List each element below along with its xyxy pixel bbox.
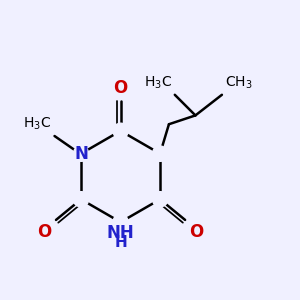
Text: H$_3$C: H$_3$C	[23, 115, 52, 132]
Circle shape	[74, 192, 89, 207]
Circle shape	[74, 146, 89, 161]
Text: H$_3$C: H$_3$C	[144, 75, 172, 91]
Text: O: O	[37, 223, 52, 241]
Text: N: N	[74, 145, 88, 163]
Text: O: O	[113, 79, 128, 97]
Circle shape	[113, 214, 128, 230]
Text: O: O	[190, 223, 204, 241]
Text: CH$_3$: CH$_3$	[225, 75, 253, 91]
Text: NH: NH	[107, 224, 134, 242]
Circle shape	[113, 123, 128, 139]
Circle shape	[152, 146, 168, 161]
Text: H: H	[114, 235, 127, 250]
Circle shape	[152, 192, 168, 207]
